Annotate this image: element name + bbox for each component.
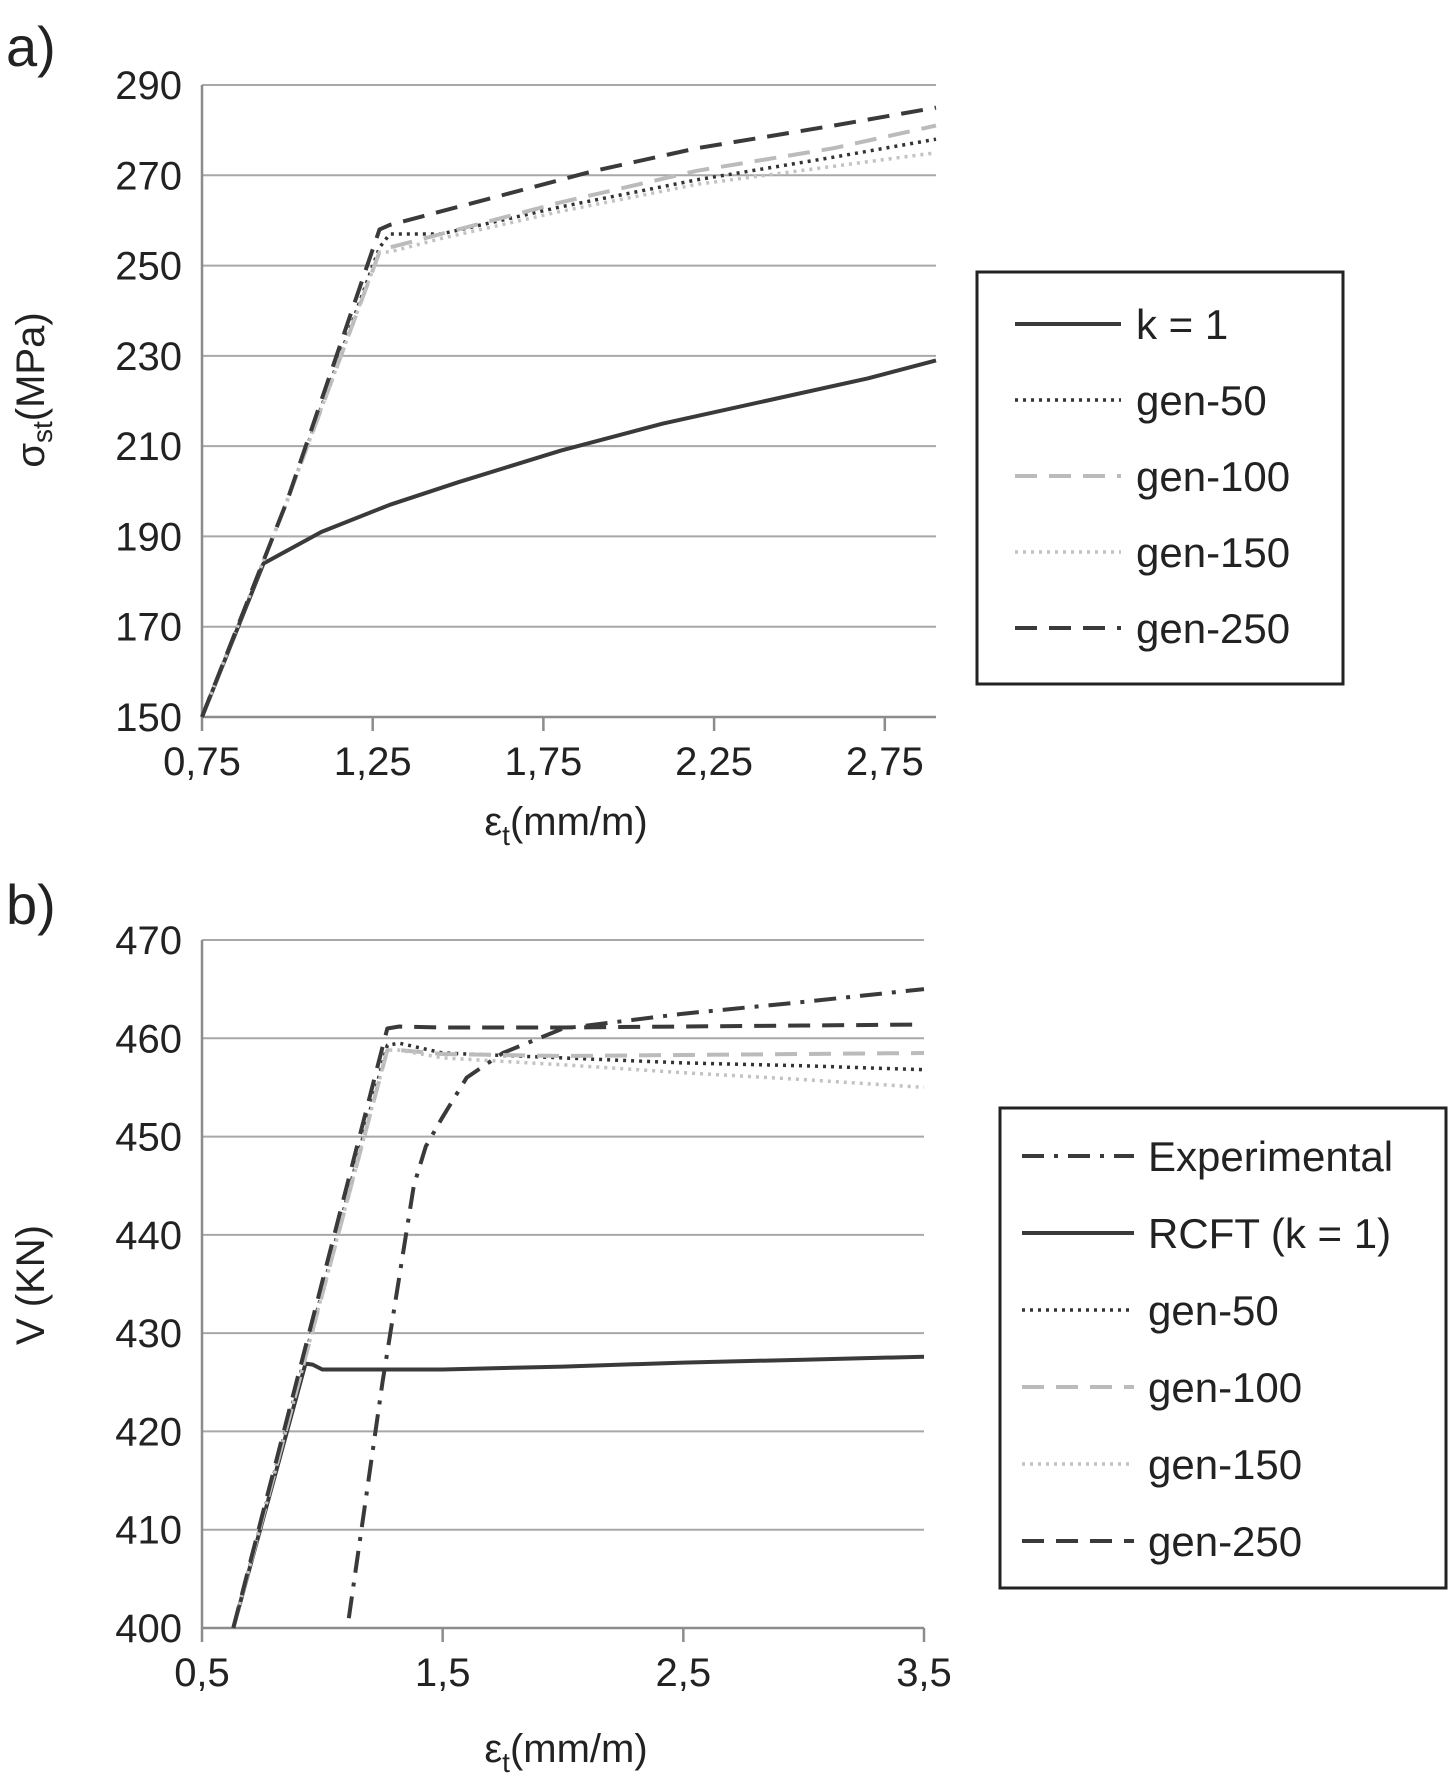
chart-b-series-rcft-k-1 [231, 1354, 925, 1629]
chart-b-legend-label: gen-250 [1148, 1518, 1302, 1565]
chart-b-x-tick-label: 1,5 [415, 1651, 471, 1695]
chart-a-y-tick-label: 290 [115, 64, 182, 108]
chart-b-x-tick-label: 3,5 [896, 1651, 952, 1695]
chart-b-series-gen-150 [231, 1048, 925, 1629]
chart-b-series-gen-250 [231, 1022, 925, 1629]
chart-a-legend-label: gen-150 [1136, 529, 1290, 576]
chart-a-legend-label: gen-250 [1136, 605, 1290, 652]
chart-b-y-tick-label: 420 [115, 1410, 182, 1454]
chart-a-x-tick-label: 1,25 [334, 740, 412, 784]
chart-b-y-axis-title: V (KN) [9, 1225, 53, 1345]
chart-b-legend: Experimental RCFT (k = 1) gen-50 gen-100 gen… [998, 1106, 1448, 1590]
chart-b-legend-label: gen-100 [1148, 1364, 1302, 1411]
chart-a: a) 150 170 190 210 230 250 270 290 0,75 1,25 1,75… [6, 15, 1345, 851]
chart-b-x-axis-title: εt(mm/m) [484, 1727, 647, 1778]
chart-b: b) 400 410 420 430 440 450 460 470 0,5 1,5 2,5 3,5… [6, 873, 1448, 1778]
chart-a-y-tick-label: 150 [115, 696, 182, 740]
chart-a-y-tick-label: 230 [115, 335, 182, 379]
chart-b-x-ticks: 0,5 1,5 2,5 3,5 [174, 1628, 952, 1695]
chart-b-y-tick-label: 460 [115, 1017, 182, 1061]
chart-a-x-tick-label: 1,75 [504, 740, 582, 784]
chart-b-series-gen-100 [231, 1048, 925, 1629]
chart-a-y-tick-label: 250 [115, 245, 182, 289]
chart-a-x-ticks: 0,75 1,25 1,75 2,25 2,75 [163, 717, 924, 784]
chart-b-series-lines [231, 987, 925, 1629]
chart-b-legend-box [998, 1106, 1448, 1590]
chart-a-x-axis-title: εt(mm/m) [484, 800, 647, 851]
chart-b-y-ticks: 400 410 420 430 440 450 460 470 [115, 919, 182, 1651]
chart-b-y-tick-label: 400 [115, 1607, 182, 1651]
chart-a-x-tick-label: 2,75 [846, 740, 924, 784]
chart-b-y-tick-label: 430 [115, 1312, 182, 1356]
chart-b-x-tick-label: 2,5 [656, 1651, 712, 1695]
chart-b-legend-label: RCFT (k = 1) [1148, 1210, 1391, 1257]
chart-a-x-tick-label: 0,75 [163, 740, 241, 784]
chart-b-y-tick-label: 410 [115, 1509, 182, 1553]
panel-a-label: a) [6, 15, 56, 78]
chart-a-legend-label: gen-100 [1136, 453, 1290, 500]
chart-b-gridlines [200, 939, 924, 1630]
chart-b-legend-label: gen-150 [1148, 1441, 1302, 1488]
chart-b-series-gen-50 [231, 1041, 925, 1629]
chart-a-legend-box [975, 270, 1345, 686]
chart-a-series-gen-250 [200, 105, 937, 718]
chart-a-gridlines [200, 84, 936, 719]
chart-a-series-gen-150 [200, 150, 937, 718]
chart-a-legend-label: gen-50 [1136, 377, 1267, 424]
chart-b-x-tick-label: 0,5 [174, 1651, 230, 1695]
chart-a-y-tick-label: 210 [115, 425, 182, 469]
chart-b-y-tick-label: 470 [115, 919, 182, 963]
chart-b-legend-label: gen-50 [1148, 1287, 1279, 1334]
chart-a-x-tick-label: 2,25 [675, 740, 753, 784]
chart-b-y-tick-label: 440 [115, 1214, 182, 1258]
chart-b-series-experimental [346, 987, 925, 1619]
chart-a-legend-label: k = 1 [1136, 301, 1228, 348]
chart-a-y-tick-label: 270 [115, 154, 182, 198]
chart-a-series-k-1 [200, 358, 937, 718]
chart-b-y-tick-label: 450 [115, 1116, 182, 1160]
chart-b-legend-label: Experimental [1148, 1133, 1393, 1180]
chart-a-y-ticks: 150 170 190 210 230 250 270 290 [115, 64, 182, 740]
chart-a-legend: k = 1 gen-50 gen-100 gen-150 gen-250 [975, 270, 1345, 686]
panel-b-label: b) [6, 873, 56, 936]
chart-a-y-tick-label: 170 [115, 606, 182, 650]
chart-a-series-lines [200, 105, 937, 718]
chart-a-y-axis-title: σst(MPa) [9, 312, 58, 467]
chart-a-y-tick-label: 190 [115, 515, 182, 559]
